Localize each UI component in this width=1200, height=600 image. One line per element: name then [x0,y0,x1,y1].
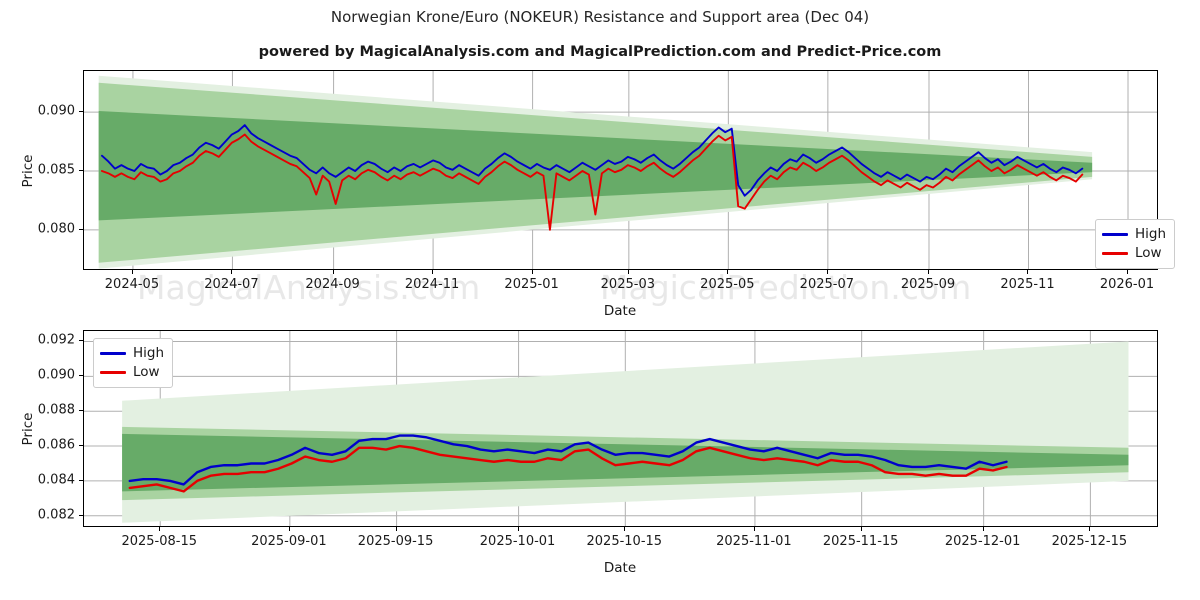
x-tick-mark [395,527,397,531]
y-tick-label: 0.088 [37,402,75,418]
y-tick-label: 0.084 [37,472,75,488]
legend-label-high: High [1135,225,1167,242]
x-tick-label: 2024-11 [404,277,460,292]
lower-plot-area [83,330,1158,527]
x-tick-mark [159,527,161,531]
x-tick-label: 2025-11 [1000,277,1055,292]
legend-entry-high: High [100,344,164,363]
y-tick-label: 0.090 [37,367,75,383]
x-tick-mark [131,270,133,274]
upper-chart-panel [83,70,1158,270]
x-tick-label: 2025-12-01 [944,534,1021,549]
lower-chart-legend[interactable]: High Low [93,338,174,388]
lower-chart-panel [83,330,1158,527]
x-tick-mark [624,527,626,531]
y-tick-label: 0.085 [37,162,75,178]
legend-label-high: High [133,344,165,361]
y-tick-mark [79,445,83,447]
page-subtitle: powered by MagicalAnalysis.com and Magic… [258,44,942,60]
legend-swatch-high-icon [100,352,126,355]
y-tick-mark [79,228,83,230]
legend-swatch-low-icon [100,371,126,374]
y-tick-mark [79,170,83,171]
x-tick-mark [860,527,862,531]
x-tick-label: 2025-01 [504,277,559,292]
x-tick-mark [1127,270,1128,274]
x-tick-mark [982,527,984,531]
legend-entry-high: High [1102,225,1166,244]
x-tick-label: 2024-05 [104,277,160,292]
y-tick-label: 0.082 [37,507,75,523]
legend-entry-low: Low [100,363,164,382]
x-tick-label: 2025-10-01 [479,534,556,549]
lower-chart-canvas [84,331,1157,526]
lower-y-axis-title: Price [20,412,36,446]
x-tick-mark [332,270,334,274]
x-tick-mark [826,270,828,274]
x-tick-label: 2024-07 [204,277,259,292]
x-tick-label: 2025-11-15 [822,534,899,549]
page-title: Norwegian Krone/Euro (NOKEUR) Resistance… [330,8,870,26]
x-tick-mark [1027,270,1029,274]
x-tick-label: 2025-12-15 [1051,534,1128,549]
y-tick-label: 0.086 [37,437,75,453]
upper-x-axis-title: Date [603,303,637,319]
x-tick-label: 2025-09-01 [251,534,327,549]
lower-x-axis-title: Date [603,560,637,576]
legend-label-low: Low [133,363,160,380]
y-tick-mark [79,111,83,113]
x-tick-label: 2025-09 [900,277,956,292]
upper-y-axis-title: Price [20,154,36,188]
x-tick-mark [531,270,533,274]
legend-entry-low: Low [1102,244,1166,263]
x-tick-mark [432,270,434,274]
x-tick-label: 2025-10-15 [586,534,663,549]
y-tick-label: 0.090 [37,103,75,119]
x-tick-mark [627,270,629,274]
upper-chart-canvas [84,71,1157,269]
x-tick-label: 2026-01 [1099,277,1155,292]
x-tick-mark [753,527,755,531]
legend-swatch-high-icon [1102,233,1128,236]
y-tick-mark [79,514,83,516]
y-tick-mark [79,410,83,412]
y-tick-label: 0.092 [37,332,75,348]
y-tick-label: 0.080 [37,221,75,237]
x-tick-mark [231,270,233,274]
y-tick-mark [79,340,83,342]
legend-swatch-low-icon [1102,252,1128,255]
x-tick-label: 2025-11-01 [716,534,792,549]
x-tick-mark [1089,527,1091,531]
legend-label-low: Low [1135,244,1162,261]
x-tick-label: 2025-05 [700,277,755,292]
x-tick-label: 2025-07 [799,277,855,292]
x-tick-mark [927,270,929,274]
x-tick-mark [727,270,729,274]
x-tick-label: 2025-08-15 [121,534,198,549]
y-tick-mark [79,479,83,481]
x-tick-mark [517,527,519,531]
upper-plot-area [83,70,1158,270]
y-tick-mark [79,375,83,377]
x-tick-label: 2025-03 [600,277,655,292]
x-tick-mark [288,527,290,531]
x-tick-label: 2024-09 [305,277,360,292]
x-tick-label: 2025-09-15 [357,534,434,549]
upper-chart-legend[interactable]: High Low [1095,219,1176,269]
